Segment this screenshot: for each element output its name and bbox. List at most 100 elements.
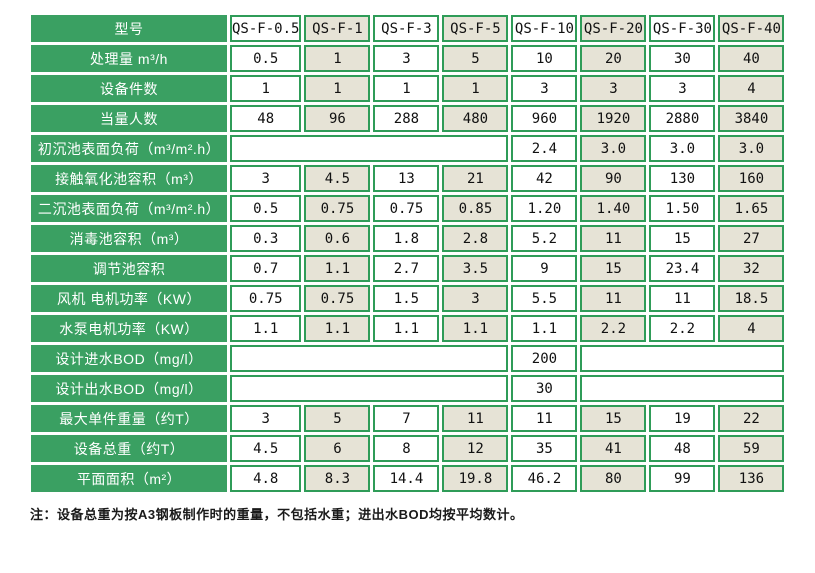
data-cell: 2.2: [649, 315, 716, 342]
data-cell: 11: [511, 405, 578, 432]
row-label: 最大单件重量（约T）: [31, 405, 227, 432]
data-cell: 96: [304, 105, 371, 132]
model-header: QS-F-30: [649, 15, 716, 42]
data-cell: 960: [511, 105, 578, 132]
data-cell: 1.40: [580, 195, 647, 222]
footnote: 注：设备总重为按A3钢板制作时的重量，不包括水重；进出水BOD均按平均数计。: [30, 507, 524, 522]
data-cell: 2.4: [511, 135, 578, 162]
data-cell: 2.7: [373, 255, 440, 282]
page: 型号 QS-F-0.5 QS-F-1 QS-F-3 QS-F-5 QS-F-10 QS-F…: [28, 12, 787, 522]
data-cell: 3: [580, 75, 647, 102]
table-row: 风机 电机功率（KW） 0.75 0.75 1.5 3 5.5 11 11 18.5: [31, 285, 785, 312]
data-cell: 80: [580, 465, 647, 492]
table-row: 设计出水BOD（mg/l） 30: [31, 375, 785, 402]
data-cell: 0.75: [373, 195, 440, 222]
data-cell: 3: [442, 285, 509, 312]
data-cell: 8: [373, 435, 440, 462]
data-cell: 3: [373, 45, 440, 72]
data-cell: 130: [649, 165, 716, 192]
data-cell: 288: [373, 105, 440, 132]
data-cell: [230, 135, 509, 162]
data-cell: 20: [580, 45, 647, 72]
data-cell: 48: [230, 105, 302, 132]
data-cell: 18.5: [718, 285, 785, 312]
data-cell: 15: [580, 255, 647, 282]
data-cell: 23.4: [649, 255, 716, 282]
data-cell: 1.1: [304, 255, 371, 282]
data-cell: 1.50: [649, 195, 716, 222]
data-cell: 1: [230, 75, 302, 102]
table-row: 初沉池表面负荷（m³/m².h） 2.4 3.0 3.0 3.0: [31, 135, 785, 162]
row-label: 消毒池容积（m³）: [31, 225, 227, 252]
data-cell: 4: [718, 75, 785, 102]
data-cell: 1.8: [373, 225, 440, 252]
data-cell: 3: [511, 75, 578, 102]
data-cell: 1.65: [718, 195, 785, 222]
data-cell: 19.8: [442, 465, 509, 492]
model-header: QS-F-40: [718, 15, 785, 42]
data-cell: 2.2: [580, 315, 647, 342]
spec-table: 型号 QS-F-0.5 QS-F-1 QS-F-3 QS-F-5 QS-F-10 QS-F…: [28, 12, 787, 495]
data-cell: 4.5: [304, 165, 371, 192]
row-label: 二沉池表面负荷（m³/m².h）: [31, 195, 227, 222]
data-cell: 0.75: [304, 195, 371, 222]
data-cell: 11: [580, 225, 647, 252]
data-cell: 4: [718, 315, 785, 342]
row-label: 设计进水BOD（mg/l）: [31, 345, 227, 372]
model-header: QS-F-10: [511, 15, 578, 42]
data-cell: 14.4: [373, 465, 440, 492]
data-cell: 5.2: [511, 225, 578, 252]
row-label: 处理量 m³/h: [31, 45, 227, 72]
data-cell: 21: [442, 165, 509, 192]
data-cell: 3: [230, 165, 302, 192]
table-row: 水泵电机功率（KW） 1.1 1.1 1.1 1.1 1.1 2.2 2.2 4: [31, 315, 785, 342]
table-row: 消毒池容积（m³） 0.3 0.6 1.8 2.8 5.2 11 15 27: [31, 225, 785, 252]
row-label: 风机 电机功率（KW）: [31, 285, 227, 312]
data-cell: 27: [718, 225, 785, 252]
model-header: QS-F-3: [373, 15, 440, 42]
data-cell: 99: [649, 465, 716, 492]
data-cell: [230, 375, 509, 402]
data-cell: 0.3: [230, 225, 302, 252]
data-cell: 1: [442, 75, 509, 102]
data-cell: 1.1: [304, 315, 371, 342]
header-model-label: 型号: [31, 15, 227, 42]
data-cell: 32: [718, 255, 785, 282]
data-cell: 0.5: [230, 195, 302, 222]
data-cell: 6: [304, 435, 371, 462]
data-cell: 59: [718, 435, 785, 462]
data-cell: 15: [649, 225, 716, 252]
data-cell: 35: [511, 435, 578, 462]
row-label: 当量人数: [31, 105, 227, 132]
data-cell: 1.1: [230, 315, 302, 342]
data-cell: 160: [718, 165, 785, 192]
row-label: 设备总重（约T）: [31, 435, 227, 462]
table-row: 接触氧化池容积（m³） 3 4.5 13 21 42 90 130 160: [31, 165, 785, 192]
data-cell: 40: [718, 45, 785, 72]
data-cell: 0.75: [304, 285, 371, 312]
data-cell: 15: [580, 405, 647, 432]
data-cell: 1: [373, 75, 440, 102]
data-cell: 2.8: [442, 225, 509, 252]
table-row: 平面面积（m²） 4.8 8.3 14.4 19.8 46.2 80 99 136: [31, 465, 785, 492]
data-cell: 30: [649, 45, 716, 72]
data-cell: 3.0: [649, 135, 716, 162]
data-cell: 5.5: [511, 285, 578, 312]
data-cell: 12: [442, 435, 509, 462]
table-row: 当量人数 48 96 288 480 960 1920 2880 3840: [31, 105, 785, 132]
data-cell: 48: [649, 435, 716, 462]
data-cell: 42: [511, 165, 578, 192]
table-row: 设备件数 1 1 1 1 3 3 3 4: [31, 75, 785, 102]
data-cell: 2880: [649, 105, 716, 132]
row-label: 调节池容积: [31, 255, 227, 282]
table-row: 最大单件重量（约T） 3 5 7 11 11 15 19 22: [31, 405, 785, 432]
data-cell: 1: [304, 45, 371, 72]
data-cell: 11: [649, 285, 716, 312]
data-cell: 136: [718, 465, 785, 492]
data-cell: 8.3: [304, 465, 371, 492]
row-label: 设计出水BOD（mg/l）: [31, 375, 227, 402]
data-cell: 19: [649, 405, 716, 432]
row-label: 设备件数: [31, 75, 227, 102]
model-header: QS-F-20: [580, 15, 647, 42]
data-cell: 0.5: [230, 45, 302, 72]
